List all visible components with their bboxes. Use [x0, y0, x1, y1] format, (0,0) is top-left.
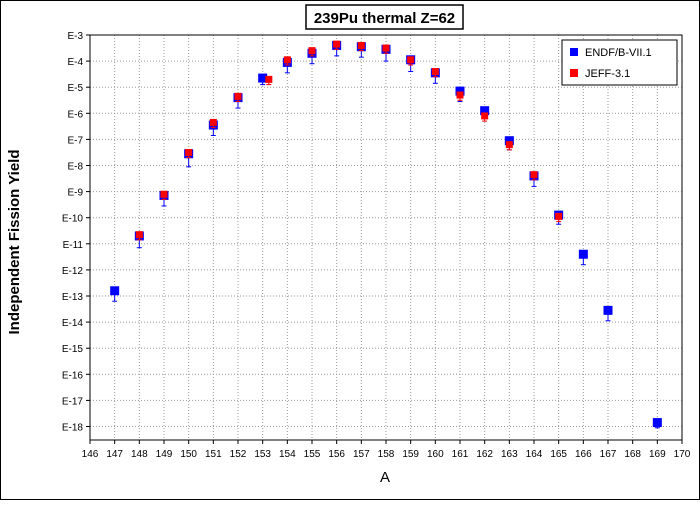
y-tick-label: E-16 [62, 370, 84, 381]
y-tick-label: E-5 [67, 83, 83, 94]
y-tick-label: E-6 [67, 109, 83, 120]
legend-marker-jeff [570, 69, 578, 77]
data-point [603, 305, 613, 315]
chart-title: 239Pu thermal Z=62 [314, 10, 455, 27]
data-point [480, 106, 490, 116]
data-point [407, 56, 415, 64]
data-point [505, 141, 513, 149]
data-point [530, 171, 538, 179]
x-tick-label: 157 [353, 449, 370, 460]
x-tick-label: 154 [279, 449, 296, 460]
y-tick-label: E-4 [67, 57, 83, 68]
data-point [382, 44, 390, 52]
x-tick-label: 153 [254, 449, 271, 460]
x-tick-label: 151 [205, 449, 222, 460]
y-tick-label: E-17 [62, 396, 84, 407]
data-point [481, 112, 489, 120]
data-point [431, 68, 439, 76]
y-tick-label: E-11 [63, 240, 84, 251]
x-tick-label: 167 [600, 449, 617, 460]
y-tick-label: E-10 [62, 214, 84, 225]
title-box [305, 4, 464, 30]
x-tick-label: 149 [156, 449, 173, 460]
x-tick-label: 146 [82, 449, 99, 460]
x-tick-label: 161 [452, 449, 469, 460]
x-tick-label: 159 [402, 449, 419, 460]
data-point [504, 136, 514, 146]
y-tick-label: E-15 [62, 344, 84, 355]
x-tick-label: 170 [674, 449, 691, 460]
legend-label-endf: ENDF/B-VII.1 [585, 47, 652, 59]
x-tick-label: 162 [476, 449, 493, 460]
legend: ENDF/B-VII.1 JEFF-3.1 [561, 39, 678, 86]
x-tick-label: 160 [427, 449, 444, 460]
x-tick-label: 148 [131, 449, 148, 460]
data-point [283, 56, 291, 64]
data-point [555, 212, 563, 220]
y-tick-label: E-8 [67, 162, 83, 173]
x-tick-label: 164 [526, 449, 543, 460]
data-point [456, 91, 464, 99]
x-tick-label: 169 [649, 449, 666, 460]
data-point [185, 148, 193, 156]
data-point [160, 190, 168, 198]
y-tick-label: E-14 [62, 318, 84, 329]
x-tick-label: 152 [230, 449, 247, 460]
x-tick-label: 163 [501, 449, 518, 460]
x-axis: 146 147 148 149 150 151 152 153 154 155 156 157 158 1… [82, 440, 691, 460]
data-point [234, 92, 242, 100]
y-tick-label: E-13 [62, 292, 84, 303]
y-tick-label: E-12 [62, 266, 84, 277]
y-tick-label: E-7 [67, 135, 83, 146]
data-point [333, 40, 341, 48]
series-jeff [135, 40, 563, 241]
x-tick-label: 168 [624, 449, 641, 460]
x-tick-label: 165 [550, 449, 567, 460]
y-tick-label: E-3 [67, 31, 83, 42]
data-series [110, 40, 662, 429]
legend-marker-endf [570, 48, 578, 56]
data-point [265, 75, 273, 83]
data-point [652, 418, 662, 428]
x-tick-label: 155 [304, 449, 321, 460]
x-tick-label: 158 [378, 449, 395, 460]
data-point [357, 41, 365, 49]
data-point [308, 47, 316, 55]
data-point [110, 286, 120, 296]
y-axis-label: Independent Fission Yield [6, 149, 23, 334]
data-point [209, 118, 217, 126]
x-tick-label: 166 [575, 449, 592, 460]
x-tick-label: 156 [328, 449, 345, 460]
x-tick-label: 150 [180, 449, 197, 460]
data-point [578, 249, 588, 259]
y-tick-label: E-18 [62, 423, 84, 434]
x-tick-label: 147 [106, 449, 123, 460]
data-point [258, 73, 268, 83]
y-tick-label: E-9 [67, 188, 83, 199]
y-axis: E-3 E-4 E-5 E-6 E-7 E-8 E-9 E-10 E-11 E-12 E-13 E-1… [62, 31, 90, 434]
x-axis-label: A [380, 469, 390, 486]
data-point [135, 231, 143, 239]
legend-label-jeff: JEFF-3.1 [585, 68, 630, 80]
data-point [455, 86, 465, 96]
legend-box [561, 39, 678, 86]
